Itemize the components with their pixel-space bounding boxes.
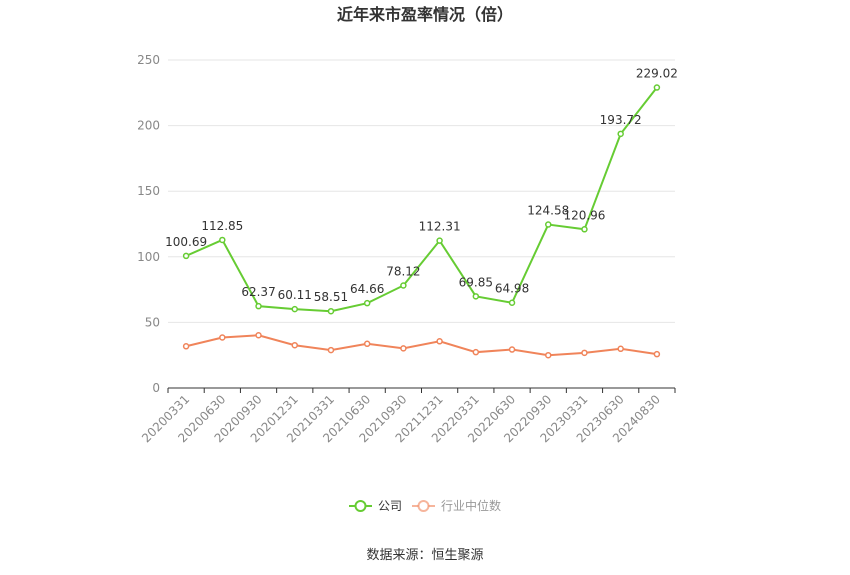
data-label: 64.66 xyxy=(350,282,384,296)
data-source: 数据来源：恒生聚源 xyxy=(366,548,483,563)
series-company xyxy=(182,84,661,315)
legend: 公司 行业中位数 xyxy=(349,498,501,513)
data-label: 62.37 xyxy=(241,285,275,299)
data-point[interactable] xyxy=(653,350,661,358)
y-tick-label: 250 xyxy=(137,53,160,67)
legend-company-marker-icon xyxy=(354,500,367,512)
data-point[interactable] xyxy=(472,293,480,300)
legend-industry-label: 行业中位数 xyxy=(441,498,501,513)
data-point[interactable] xyxy=(255,332,262,339)
data-label: 78.12 xyxy=(386,265,420,279)
data-point[interactable] xyxy=(436,338,443,345)
legend-company-label: 公司 xyxy=(378,499,402,513)
y-tick-label: 0 xyxy=(152,381,160,395)
data-point[interactable] xyxy=(545,351,552,359)
legend-industry-marker-icon xyxy=(417,500,430,512)
series-line xyxy=(185,334,658,357)
data-point[interactable] xyxy=(219,334,226,341)
data-label: 69.85 xyxy=(459,275,493,289)
data-point[interactable] xyxy=(508,299,516,306)
data-point[interactable] xyxy=(617,130,624,138)
data-point[interactable] xyxy=(581,349,588,357)
data-point[interactable] xyxy=(400,282,407,289)
chart-title: 近年来市盈率情况（倍） xyxy=(337,5,513,24)
legend-item-industry[interactable]: 行业中位数 xyxy=(412,498,501,513)
data-point[interactable] xyxy=(617,345,624,353)
x-axis: 2020033120200630202009302020123120210331… xyxy=(139,387,676,445)
data-point[interactable] xyxy=(327,307,335,315)
series-line xyxy=(185,86,658,313)
data-label: 120.96 xyxy=(563,208,605,222)
y-tick-label: 200 xyxy=(137,119,160,133)
data-point[interactable] xyxy=(363,340,371,348)
y-tick-label: 50 xyxy=(145,315,160,329)
data-point[interactable] xyxy=(581,226,588,233)
y-axis-ticks: 0 50 100 150 200 250 xyxy=(137,53,160,395)
data-point[interactable] xyxy=(545,221,552,228)
data-point[interactable] xyxy=(291,305,298,313)
data-point[interactable] xyxy=(327,346,335,354)
data-label: 193.72 xyxy=(600,113,642,127)
series-layer xyxy=(182,84,661,359)
data-label: 100.69 xyxy=(165,235,207,249)
data-point[interactable] xyxy=(182,343,190,350)
data-label: 112.85 xyxy=(201,219,243,233)
data-label: 229.02 xyxy=(636,67,678,81)
y-tick-label: 150 xyxy=(137,184,160,198)
data-label: 112.31 xyxy=(419,220,461,234)
grid-lines xyxy=(168,59,675,323)
data-label: 60.11 xyxy=(278,288,312,302)
y-tick-label: 100 xyxy=(137,250,160,264)
data-point[interactable] xyxy=(363,299,371,307)
data-point[interactable] xyxy=(508,346,516,353)
data-point[interactable] xyxy=(653,84,661,91)
data-point[interactable] xyxy=(219,236,226,244)
data-point[interactable] xyxy=(291,341,298,349)
legend-item-company[interactable]: 公司 xyxy=(349,499,402,513)
series-industry-median xyxy=(182,332,661,359)
data-label: 58.51 xyxy=(314,290,348,304)
data-label: 64.98 xyxy=(495,282,529,296)
data-point[interactable] xyxy=(255,302,262,310)
data-label: 124.58 xyxy=(527,204,569,218)
data-point[interactable] xyxy=(436,237,443,244)
data-point[interactable] xyxy=(400,345,407,352)
data-point[interactable] xyxy=(472,348,480,356)
data-point[interactable] xyxy=(182,252,190,260)
